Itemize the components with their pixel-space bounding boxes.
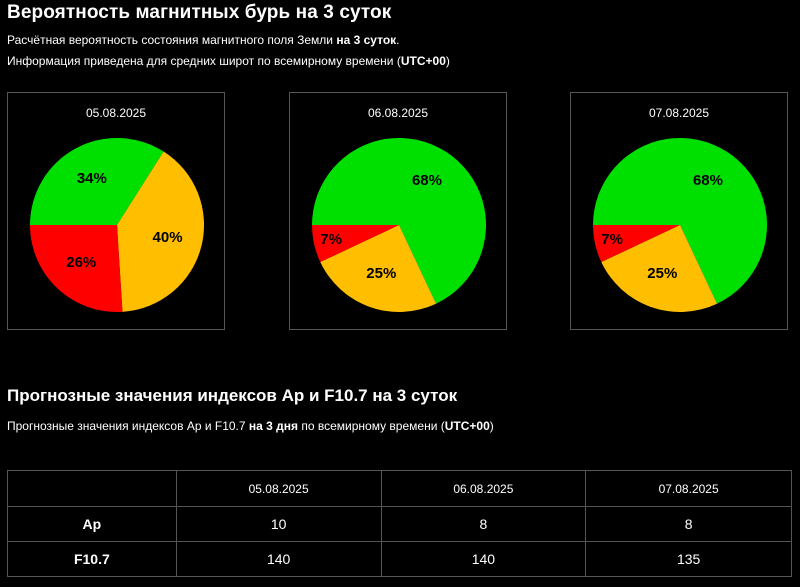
subtitle-line-1-end: . bbox=[396, 33, 400, 47]
table-cell: 8 bbox=[380, 506, 587, 542]
table-cell: 140 bbox=[380, 541, 587, 577]
forecast-subtitle-text: Прогнозные значения индексов Ap и F10.7 bbox=[7, 419, 249, 433]
pie-chart-2: 68% 25% 7% bbox=[312, 137, 486, 312]
forecast-title: Прогнозные значения индексов Ap и F10.7 … bbox=[7, 386, 458, 405]
pie-slice-label: 68% bbox=[693, 172, 723, 189]
subtitle-line-1-bold: на 3 суток bbox=[336, 33, 397, 47]
pie-slice-label: 40% bbox=[153, 229, 183, 246]
table-cell: 135 bbox=[585, 541, 792, 577]
table-header-date: 05.08.2025 bbox=[175, 470, 382, 507]
subtitle-line-1-text: Расчётная вероятность состояния магнитно… bbox=[7, 33, 337, 47]
forecast-subtitle-mid: по всемирному времени ( bbox=[298, 419, 445, 433]
pie-panel-3: 07.08.2025 68% 25% 7% bbox=[570, 92, 788, 330]
pie-slice-label: 25% bbox=[366, 265, 396, 282]
forecast-subtitle: Прогнозные значения индексов Ap и F10.7 … bbox=[7, 419, 494, 433]
forecast-subtitle-bold-2: UTC+00 bbox=[444, 419, 490, 433]
pie-chart-1: 34% 40% 26% bbox=[29, 137, 205, 313]
pie-slice-label: 7% bbox=[320, 231, 342, 248]
table-cell: 8 bbox=[585, 506, 792, 542]
pie-slice bbox=[312, 137, 486, 304]
table-header-date: 07.08.2025 bbox=[585, 470, 792, 507]
subtitle-line-1: Расчётная вероятность состояния магнитно… bbox=[7, 33, 400, 47]
pie-slice-label: 26% bbox=[66, 254, 96, 271]
pie-panel-1: 05.08.2025 34% 40% 26% bbox=[7, 92, 225, 330]
forecast-subtitle-end: ) bbox=[489, 419, 494, 433]
pie-panel-2: 06.08.2025 68% 25% 7% bbox=[289, 92, 507, 330]
pie-slice bbox=[320, 225, 437, 312]
pie-slice-label: 25% bbox=[647, 265, 677, 282]
table-row: Ap 10 8 8 bbox=[7, 506, 792, 542]
pie-panel-date: 05.08.2025 bbox=[85, 106, 147, 120]
table-header-row: 05.08.2025 06.08.2025 07.08.2025 bbox=[7, 470, 792, 507]
subtitle-line-2-end: ) bbox=[445, 54, 450, 68]
pie-panel-date: 07.08.2025 bbox=[648, 106, 710, 120]
pie-slice bbox=[30, 137, 164, 225]
table-row-label: Ap bbox=[7, 506, 177, 542]
pie-slice bbox=[593, 137, 767, 304]
pie-slice bbox=[29, 225, 123, 313]
table-row: F10.7 140 140 135 bbox=[7, 541, 792, 577]
pie-slice bbox=[117, 151, 205, 312]
pie-slice bbox=[593, 225, 680, 263]
subtitle-line-2-text: Информация приведена для средних широт п… bbox=[7, 54, 401, 68]
pie-slice-label: 7% bbox=[601, 231, 623, 248]
pie-chart-3: 68% 25% 7% bbox=[593, 137, 767, 312]
subtitle-line-2-bold: UTC+00 bbox=[400, 54, 446, 68]
pie-slice-label: 68% bbox=[412, 172, 442, 189]
subtitle-line-2: Информация приведена для средних широт п… bbox=[7, 54, 450, 68]
table-header-date: 06.08.2025 bbox=[380, 470, 587, 507]
pie-slice bbox=[312, 225, 399, 263]
table-cell: 140 bbox=[175, 541, 382, 577]
table-cell: 10 bbox=[175, 506, 382, 542]
pie-slice bbox=[601, 225, 718, 312]
page-title: Вероятность магнитных бурь на 3 суток bbox=[7, 2, 392, 23]
pie-panel-date: 06.08.2025 bbox=[367, 106, 429, 120]
table-row-label: F10.7 bbox=[7, 541, 177, 577]
table-corner-cell bbox=[7, 470, 177, 507]
pie-slice-label: 34% bbox=[77, 170, 107, 187]
forecast-table: 05.08.2025 06.08.2025 07.08.2025 Ap 10 8… bbox=[7, 470, 792, 577]
forecast-subtitle-bold-1: на 3 дня bbox=[248, 419, 299, 433]
